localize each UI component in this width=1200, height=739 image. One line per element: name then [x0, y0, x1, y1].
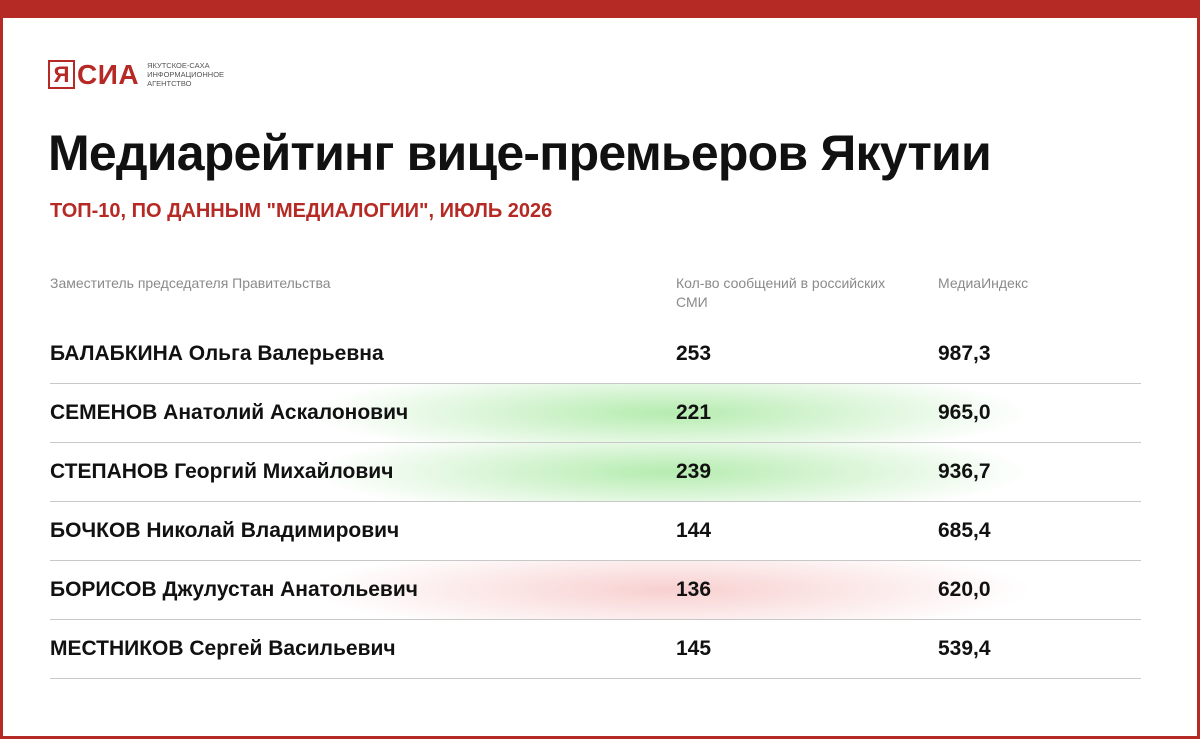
- header-index: МедиаИндекс: [938, 275, 1029, 291]
- page-title: Медиарейтинг вице-премьеров Якутии: [48, 125, 992, 181]
- table-row: БАЛАБКИНА Ольга Валерьевна 253 987,3: [50, 325, 1141, 384]
- row-count: 253: [676, 342, 712, 365]
- row-name: БОРИСОВ Джулустан Анатольевич: [50, 578, 418, 601]
- row-index: 936,7: [938, 460, 991, 483]
- page-subtitle: ТОП-10, ПО ДАННЫМ "МЕДИАЛОГИИ", ИЮЛЬ 202…: [50, 200, 553, 222]
- row-index: 965,0: [938, 401, 991, 424]
- table-row: МЕСТНИКОВ Сергей Васильевич 145 539,4: [50, 620, 1141, 679]
- table-header: Заместитель председателя Правительства К…: [50, 274, 1141, 324]
- logo-sub-line-3: АГЕНТСТВО: [147, 79, 192, 88]
- row-count: 239: [676, 460, 712, 483]
- logo-mark: Я СИА: [48, 60, 139, 89]
- row-name: МЕСТНИКОВ Сергей Васильевич: [50, 637, 396, 660]
- header-count: Кол-во сообщений в российских СМИ: [676, 275, 886, 310]
- table-row: СЕМЕНОВ Анатолий Аскалонович 221 965,0: [50, 384, 1141, 443]
- row-name: СТЕПАНОВ Георгий Михайлович: [50, 460, 394, 483]
- row-name: БОЧКОВ Николай Владимирович: [50, 519, 400, 542]
- row-index: 620,0: [938, 578, 991, 601]
- row-name: СЕМЕНОВ Анатолий Аскалонович: [50, 401, 409, 424]
- logo-subtitle: ЯКУТСКОЕ-САХА ИНФОРМАЦИОННОЕ АГЕНТСТВО: [147, 61, 224, 88]
- row-count: 136: [676, 578, 712, 601]
- logo-letter-box: Я: [48, 60, 75, 89]
- row-index: 685,4: [938, 519, 991, 542]
- header-name: Заместитель председателя Правительства: [50, 275, 331, 291]
- row-name: БАЛАБКИНА Ольга Валерьевна: [50, 342, 384, 365]
- row-count: 144: [676, 519, 712, 542]
- row-index: 539,4: [938, 637, 991, 660]
- row-count: 221: [676, 401, 712, 424]
- logo-sub-line-1: ЯКУТСКОЕ-САХА: [147, 61, 210, 70]
- logo: Я СИА ЯКУТСКОЕ-САХА ИНФОРМАЦИОННОЕ АГЕНТ…: [48, 60, 224, 89]
- table-body: БАЛАБКИНА Ольга Валерьевна 253 987,3 СЕМ…: [50, 325, 1141, 679]
- logo-letter: Я: [53, 61, 70, 87]
- table-row: БОРИСОВ Джулустан Анатольевич 136 620,0: [50, 561, 1141, 620]
- row-count: 145: [676, 637, 712, 660]
- logo-word: СИА: [77, 58, 140, 90]
- logo-sub-line-2: ИНФОРМАЦИОННОЕ: [147, 70, 225, 79]
- table-row: БОЧКОВ Николай Владимирович 144 685,4: [50, 502, 1141, 561]
- table-row: СТЕПАНОВ Георгий Михайлович 239 936,7: [50, 443, 1141, 502]
- row-index: 987,3: [938, 342, 991, 365]
